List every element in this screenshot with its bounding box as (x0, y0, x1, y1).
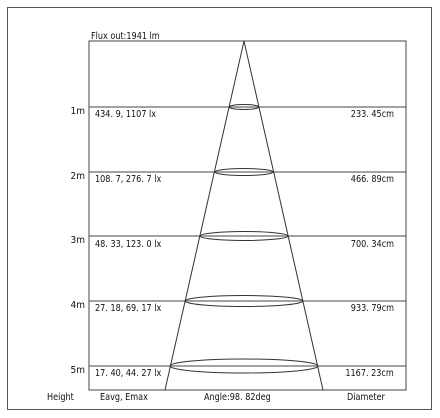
lux-value-3m: 48. 33, 123. 0 lx (95, 239, 162, 250)
cone-edge-left (164, 40, 245, 391)
flux-label: Flux out:1941 lm (91, 31, 160, 42)
outer-frame (7, 7, 432, 410)
diameter-value-5m: 1167. 23cm (345, 368, 394, 379)
beam-ellipse-2m (214, 168, 274, 176)
diameter-column-label: Diameter (347, 392, 385, 403)
height-label-2m: 2m (70, 171, 86, 182)
height-column-label: Height (47, 392, 74, 403)
beam-ellipse-4m (184, 295, 304, 307)
beam-ellipse-1m (228, 104, 260, 110)
lux-value-2m: 108. 7, 276. 7 lx (95, 174, 162, 185)
diameter-value-2m: 466. 89cm (350, 174, 394, 185)
lux-value-1m: 434. 9, 1107 lx (95, 109, 157, 120)
height-label-4m: 4m (70, 300, 86, 311)
height-label-5m: 5m (70, 365, 86, 376)
cone-edge-right (243, 40, 324, 391)
plot-box (88, 40, 407, 391)
height-label-3m: 3m (70, 235, 86, 246)
diameter-value-1m: 233. 45cm (350, 109, 394, 120)
diameter-value-4m: 933. 79cm (350, 303, 394, 314)
lux-value-5m: 17. 40, 44. 27 lx (95, 368, 162, 379)
lux-value-4m: 27. 18, 69. 17 lx (95, 303, 162, 314)
lux-column-label: Eavg, Emax (100, 392, 148, 403)
beam-ellipse-3m (199, 231, 289, 241)
height-label-1m: 1m (70, 106, 86, 117)
beam-ellipse-5m (169, 358, 319, 374)
beam-angle-label: Angle:98. 82deg (204, 392, 271, 403)
diameter-value-3m: 700. 34cm (350, 239, 394, 250)
